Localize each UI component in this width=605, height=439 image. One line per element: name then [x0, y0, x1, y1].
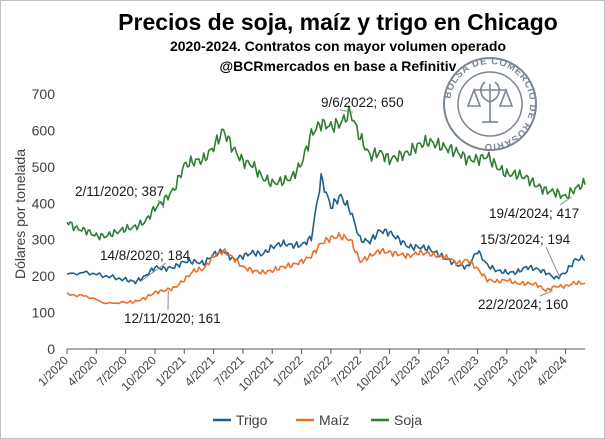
scales-icon [466, 81, 514, 123]
y-tick-label: 700 [32, 86, 56, 102]
series-line-trigo [66, 173, 586, 285]
y-tick-label: 400 [32, 195, 56, 211]
annotation-label: 22/2/2024; 160 [478, 297, 568, 312]
annotation-label: 14/8/2020; 184 [100, 248, 191, 263]
annotations: 2/11/2020; 387 14/8/2020; 184 12/11/2020; … [75, 95, 579, 326]
y-axis-label: Dólares por tonelada [12, 149, 28, 279]
x-tick-label: 4/2024 [534, 353, 570, 389]
y-tick-label: 200 [32, 268, 56, 284]
series-line-soja [66, 105, 586, 241]
x-tick-label: 1/2021 [153, 353, 189, 389]
seal-logo: BOLSA DE COMERCIO DE ROSARIO [442, 56, 537, 152]
legend-label-trigo: Trigo [236, 412, 268, 428]
x-tick-label: 4/2022 [299, 353, 335, 389]
annotation-label: 12/11/2020; 161 [124, 311, 221, 326]
y-tick-label: 100 [32, 305, 56, 321]
x-tick-label: 1/2022 [270, 353, 306, 389]
x-tick-label: 4/2021 [182, 353, 218, 389]
series-lines [66, 105, 586, 305]
x-tick-label: 1/2024 [504, 353, 540, 389]
legend: Trigo Maíz Soja [213, 412, 422, 428]
annotation-leader [157, 199, 165, 209]
annotation-label: 15/3/2024; 194 [480, 232, 571, 247]
annotation-label: 19/4/2024; 417 [489, 206, 579, 221]
y-tick-label: 500 [32, 159, 56, 175]
x-tick-label: 4/2023 [416, 353, 452, 389]
series-line-maiz [66, 232, 586, 305]
annotation-leader [339, 109, 354, 113]
annotation-leader [545, 246, 561, 279]
y-tick-label: 300 [32, 232, 56, 248]
legend-label-maiz: Maíz [319, 412, 349, 428]
x-tick-label: 1/2020 [35, 353, 71, 389]
x-tick-label: 4/2020 [65, 353, 101, 389]
chart-title: Precios de soja, maíz y trigo en Chicago [118, 9, 558, 35]
chart-source: @BCRmercados en base a Refinitiv [220, 58, 457, 74]
annotation-label: 2/11/2020; 387 [75, 184, 164, 199]
annotation-leader [139, 262, 167, 283]
y-tick-label: 0 [47, 341, 55, 357]
x-tick-label: 1/2023 [387, 353, 423, 389]
annotation-leader [559, 196, 572, 206]
chart-subtitle: 2020-2024. Contratos con mayor volumen o… [170, 38, 506, 54]
annotation-leader [539, 290, 553, 297]
y-tick-label: 600 [32, 122, 56, 138]
annotation-label: 9/6/2022; 650 [321, 95, 404, 110]
legend-label-soja: Soja [394, 412, 422, 428]
